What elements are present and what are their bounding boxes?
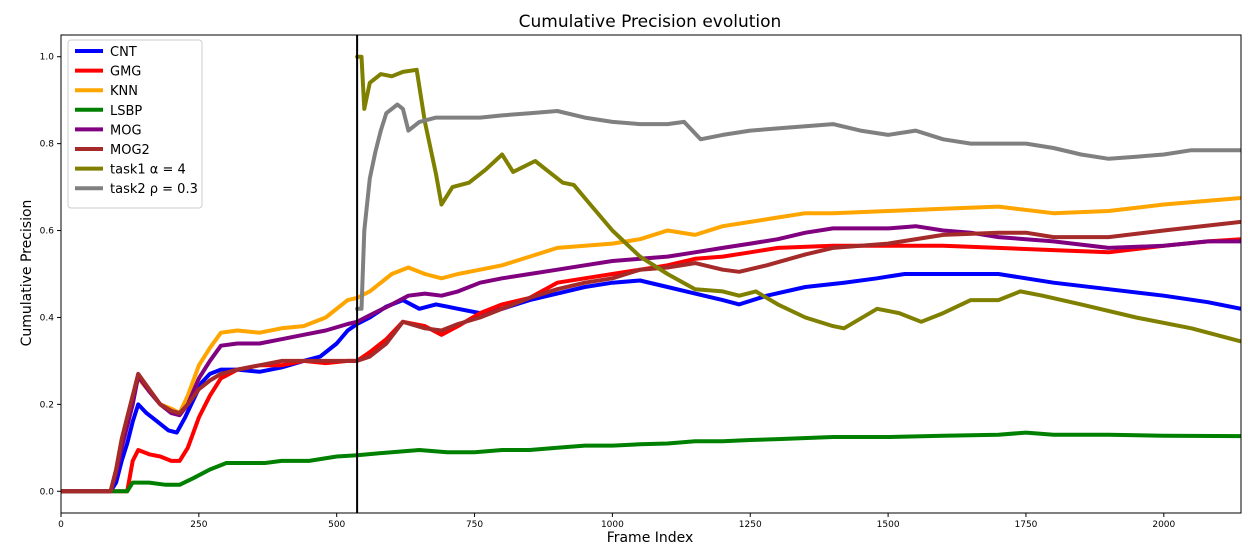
x-axis-label: Frame Index — [607, 530, 694, 546]
series-line-1 — [61, 237, 1241, 494]
y-axis: 0.0 0.2 0.4 0.6 0.8 1.0 — [40, 53, 61, 497]
series-line-5 — [61, 219, 1241, 494]
legend-label: task2 ρ = 0.3 — [110, 182, 198, 197]
series-lines — [61, 54, 1241, 494]
y-tick-label: 0.4 — [40, 313, 55, 323]
x-tick-label: 500 — [328, 520, 345, 530]
legend-label: KNN — [110, 84, 138, 99]
legend-label: task1 α = 4 — [110, 163, 186, 178]
y-tick-label: 0.6 — [40, 227, 55, 237]
plot-frame — [60, 34, 1242, 514]
x-tick-label: 2000 — [1152, 520, 1175, 530]
legend-label: MOG2 — [110, 143, 150, 158]
x-tick-label: 1250 — [739, 520, 762, 530]
x-tick-label: 750 — [466, 520, 483, 530]
chart-title: Cumulative Precision evolution — [519, 12, 782, 32]
series-line-0 — [61, 272, 1241, 494]
series-line-7 — [355, 102, 1241, 311]
y-tick-label: 0.8 — [40, 140, 55, 150]
x-axis: 0 250 500 750 1000 1250 1500 1750 2000 — [58, 513, 1176, 530]
y-axis-label: Cumulative Precision — [19, 200, 35, 347]
legend-box — [67, 39, 203, 209]
y-tick-label: 0.0 — [40, 487, 55, 497]
x-tick-label: 0 — [58, 520, 64, 530]
legend-label: CNT — [110, 45, 137, 60]
x-tick-label: 1500 — [877, 520, 900, 530]
y-tick-label: 0.2 — [40, 400, 54, 410]
legend-label: MOG — [110, 123, 142, 138]
plot-area — [60, 34, 1242, 514]
series-line-3 — [61, 430, 1241, 494]
series-line-6 — [355, 54, 1241, 344]
x-tick-label: 1000 — [601, 520, 624, 530]
legend: CNT GMG KNN LSBP MOG MOG2 task1 α = 4 task2 ρ =… — [67, 39, 203, 209]
legend-label: GMG — [110, 65, 141, 80]
x-tick-label: 250 — [190, 520, 207, 530]
legend-label: LSBP — [110, 104, 142, 119]
x-tick-label: 1750 — [1015, 520, 1038, 530]
y-tick-label: 1.0 — [40, 53, 55, 63]
